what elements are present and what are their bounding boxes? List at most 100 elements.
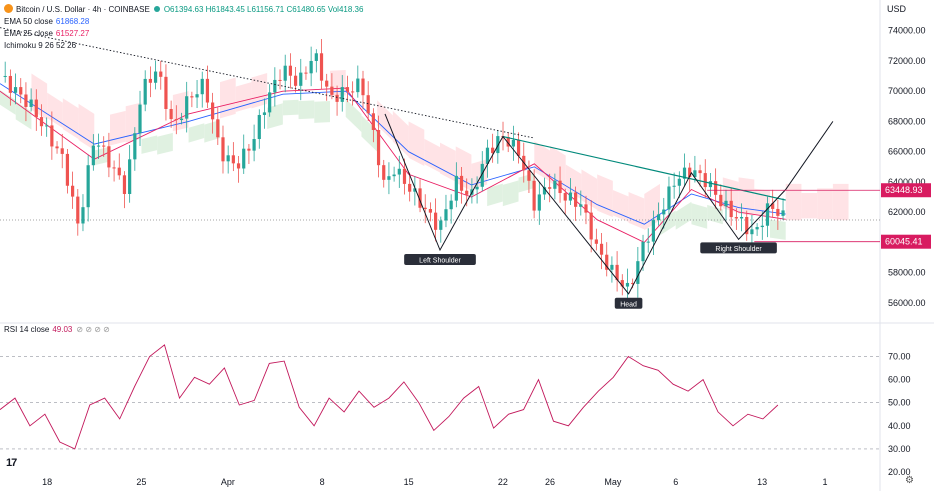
rsi-settings-icons[interactable]: ⊘ ⊘ ⊘ ⊘ — [76, 325, 110, 334]
candle-body — [288, 65, 292, 76]
candle-body — [185, 96, 189, 119]
candle-body — [750, 229, 754, 235]
candle-body — [428, 209, 433, 213]
candle-body — [465, 190, 469, 195]
candle-body — [309, 60, 313, 74]
head-label-bg — [614, 297, 643, 309]
candle-body — [345, 87, 350, 92]
ema50-label: EMA 50 close — [4, 17, 53, 26]
candle-body — [677, 178, 681, 186]
candle-body — [29, 99, 33, 107]
rsi-tick-label: 50.00 — [888, 398, 911, 408]
candle-body — [548, 187, 552, 189]
cloud-segment — [487, 183, 503, 207]
cloud-segment — [172, 91, 189, 132]
settings-icon[interactable]: ⚙ — [905, 475, 914, 486]
right-shoulder-label-text: Right Shoulder — [715, 246, 762, 253]
candle-body — [226, 155, 230, 162]
bitcoin-icon — [4, 4, 13, 13]
candle-body — [651, 220, 655, 242]
price-tick-label: 70000.00 — [888, 86, 926, 96]
candle-body — [112, 167, 116, 169]
candle-body — [247, 148, 251, 151]
cloud-segment — [282, 99, 299, 116]
candle-body — [449, 200, 453, 210]
candle-body — [641, 241, 645, 262]
price-tick-label: 62000.00 — [888, 207, 926, 217]
support-price-tag-text: 60045.41 — [885, 237, 923, 247]
candle-body — [434, 212, 438, 230]
candle-body — [13, 87, 18, 93]
cloud-segment — [0, 89, 16, 115]
cloud-segment — [157, 132, 173, 155]
resistance-price-tag: 63448.93 — [881, 183, 931, 198]
price-tick-label: 72000.00 — [888, 56, 926, 66]
cloud-segment — [518, 173, 535, 193]
candle-body — [200, 78, 204, 95]
candle-body — [262, 112, 267, 115]
candle-body — [636, 261, 640, 284]
candle-body — [745, 216, 749, 235]
candle-body — [205, 78, 210, 103]
candle-body — [584, 204, 588, 213]
candle-body — [511, 139, 515, 147]
candle-body — [408, 183, 412, 192]
candle-body — [724, 200, 728, 207]
candle-body — [542, 187, 547, 195]
cloud-segment — [78, 103, 95, 151]
time-tick-label: 26 — [545, 477, 555, 487]
cloud-segment — [675, 201, 692, 230]
cloud-segment — [691, 203, 708, 229]
candle-body — [418, 188, 422, 208]
candle-body — [672, 185, 676, 187]
left-shoulder-label-text: Left Shoulder — [419, 257, 461, 264]
candle-body — [537, 194, 541, 211]
candle-body — [734, 217, 738, 219]
time-tick-label: 25 — [136, 477, 146, 487]
cloud-segment — [377, 100, 393, 141]
rsi-legend[interactable]: RSI 14 close 49.03 ⊘ ⊘ ⊘ ⊘ — [4, 325, 110, 335]
candle-body — [579, 204, 583, 207]
candle-body — [273, 79, 277, 93]
candle-body — [335, 94, 339, 102]
candle-body — [563, 193, 567, 201]
cloud-segment — [408, 121, 425, 167]
candle-body — [278, 79, 282, 81]
candle-body — [625, 282, 630, 287]
candle-body — [444, 209, 448, 221]
candle-body — [714, 181, 718, 195]
ema50-value: 61868.28 — [55, 17, 90, 26]
candle-body — [366, 95, 370, 114]
candle-body — [729, 200, 733, 218]
ema25-legend[interactable]: EMA 25 close 61527.27 — [4, 29, 89, 39]
symbol-title: Bitcoin / U.S. Dollar · 4h · COINBASE — [16, 5, 150, 14]
cloud-segment — [565, 164, 582, 200]
candle-body — [662, 209, 666, 215]
candle-body — [3, 75, 7, 77]
candle-body — [605, 254, 609, 270]
candle-body — [397, 168, 401, 175]
ichimoku-legend[interactable]: Ichimoku 9 26 52 26 — [4, 41, 76, 51]
ema50-legend[interactable]: EMA 50 close 61868.28 — [4, 17, 89, 27]
candle-body — [693, 170, 697, 178]
candle-body — [708, 181, 713, 188]
cloud-segment — [15, 101, 32, 130]
candle-body — [646, 241, 650, 243]
candle-body — [169, 108, 173, 120]
price-tick-label: 56000.00 — [888, 298, 926, 308]
candle-body — [491, 147, 495, 154]
candle-body — [231, 155, 235, 164]
candle-body — [159, 71, 163, 77]
rsi-label: RSI 14 close — [4, 325, 50, 334]
candle-body — [506, 137, 510, 147]
cloud-segment — [644, 183, 660, 231]
candle-body — [382, 165, 386, 180]
candle-body — [252, 139, 256, 151]
candle-body — [485, 147, 490, 164]
symbol-legend: Bitcoin / U.S. Dollar · 4h · COINBASE O61… — [4, 4, 363, 15]
cloud-segment — [188, 123, 205, 143]
cloud-segment — [62, 98, 79, 140]
candle-body — [221, 137, 225, 162]
cloud-segment — [817, 188, 833, 220]
